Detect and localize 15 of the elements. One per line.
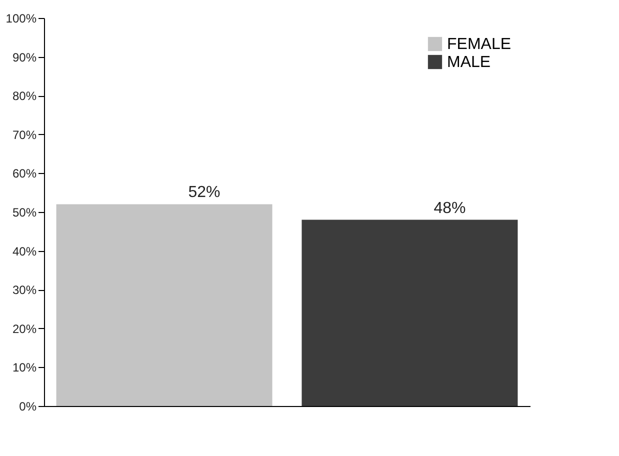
y-tick-label: 60%	[12, 166, 37, 181]
y-tick-label: 30%	[12, 283, 37, 298]
y-tick-label: 90%	[12, 50, 37, 64]
data-label: 48%	[434, 200, 466, 217]
y-tick-label: 100%	[6, 12, 37, 26]
data-label: 52%	[188, 184, 220, 202]
y-tick-label: 70%	[12, 128, 37, 142]
y-tick-label: 20%	[12, 322, 37, 336]
y-tick-label: 10%	[12, 360, 37, 375]
legend-label: MALE	[447, 54, 491, 71]
y-tick-label: 50%	[12, 206, 37, 220]
legend-label: FEMALE	[447, 36, 512, 53]
y-tick-label: 40%	[12, 244, 37, 258]
y-tick-label: 0%	[19, 400, 37, 414]
y-tick-label: 80%	[12, 89, 37, 104]
